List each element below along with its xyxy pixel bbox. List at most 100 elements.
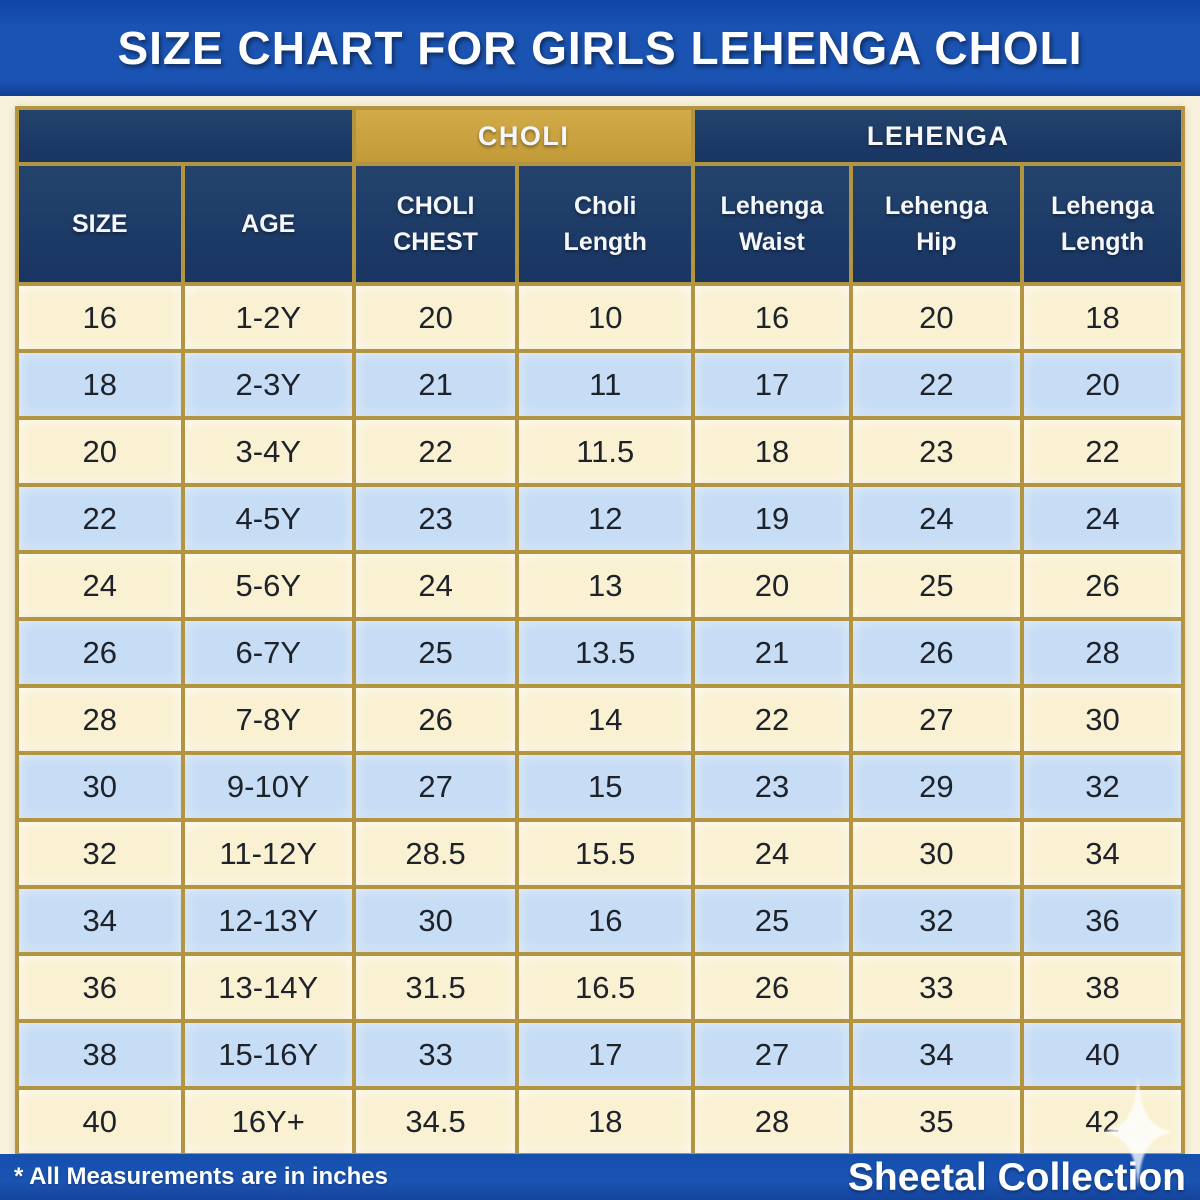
cell-size-row1: 16	[15, 282, 185, 353]
cell-choli-chest-row13: 34.5	[351, 1086, 520, 1157]
cell-lehenga-waist-row1: 16	[691, 282, 853, 353]
cell-choli-chest-row11: 31.5	[351, 952, 520, 1023]
cell-lehenga-waist-row3: 18	[691, 416, 853, 487]
table-row-size-22: 22 4-5Y 23 12 19 24 24	[15, 483, 1185, 554]
table-row-size-34: 34 12-13Y 30 16 25 32 36	[15, 885, 1185, 956]
size-chart-table: CHOLI LEHENGA SIZE AGE CHOLI CHEST Choli Len…	[15, 106, 1185, 1157]
cell-size-row8: 30	[15, 751, 185, 822]
cell-lehenga-length-row12: 40	[1020, 1019, 1185, 1090]
cell-choli-length-row8: 15	[515, 751, 696, 822]
cell-lehenga-length-row13: 42	[1020, 1086, 1185, 1157]
cell-choli-length-row1: 10	[515, 282, 696, 353]
cell-lehenga-length-row4: 24	[1020, 483, 1185, 554]
measurements-note: * All Measurements are in inches	[14, 1163, 388, 1190]
cell-lehenga-hip-row7: 27	[848, 684, 1025, 755]
cell-size-row11: 36	[15, 952, 185, 1023]
group-header-choli: CHOLI	[351, 106, 696, 166]
group-header-lehenga: LEHENGA	[691, 106, 1185, 166]
cell-lehenga-hip-row8: 29	[848, 751, 1025, 822]
brand-name: Sheetal Collection	[847, 1155, 1186, 1199]
cell-lehenga-waist-row10: 25	[691, 885, 853, 956]
cell-lehenga-waist-row12: 27	[691, 1019, 853, 1090]
cell-age-row10: 12-13Y	[180, 885, 356, 956]
cell-lehenga-hip-row3: 23	[848, 416, 1025, 487]
table-row-size-20: 20 3-4Y 22 11.5 18 23 22	[15, 416, 1185, 487]
column-header-choli-length: Choli Length	[515, 162, 696, 286]
cell-age-row2: 2-3Y	[180, 349, 356, 420]
cell-choli-length-row2: 11	[515, 349, 696, 420]
cell-age-row7: 7-8Y	[180, 684, 356, 755]
cell-size-row2: 18	[15, 349, 185, 420]
column-header-lehenga-waist: Lehenga Waist	[691, 162, 853, 286]
cell-choli-chest-row6: 25	[351, 617, 520, 688]
cell-choli-length-row9: 15.5	[515, 818, 696, 889]
table-row-size-28: 28 7-8Y 26 14 22 27 30	[15, 684, 1185, 755]
cell-lehenga-waist-row6: 21	[691, 617, 853, 688]
cell-lehenga-length-row10: 36	[1020, 885, 1185, 956]
cell-choli-length-row7: 14	[515, 684, 696, 755]
cell-choli-length-row4: 12	[515, 483, 696, 554]
cell-lehenga-length-row3: 22	[1020, 416, 1185, 487]
cell-lehenga-waist-row4: 19	[691, 483, 853, 554]
cell-lehenga-hip-row13: 35	[848, 1086, 1025, 1157]
cell-lehenga-waist-row11: 26	[691, 952, 853, 1023]
page-title: SIZE CHART FOR GIRLS LEHENGA CHOLI	[117, 22, 1083, 74]
cell-lehenga-waist-row7: 22	[691, 684, 853, 755]
cell-lehenga-length-row7: 30	[1020, 684, 1185, 755]
cell-lehenga-hip-row4: 24	[848, 483, 1025, 554]
cell-lehenga-waist-row9: 24	[691, 818, 853, 889]
cell-choli-chest-row4: 23	[351, 483, 520, 554]
cell-lehenga-hip-row2: 22	[848, 349, 1025, 420]
cell-lehenga-hip-row10: 32	[848, 885, 1025, 956]
cell-age-row11: 13-14Y	[180, 952, 356, 1023]
cell-lehenga-length-row9: 34	[1020, 818, 1185, 889]
column-header-row: SIZE AGE CHOLI CHEST Choli Length Lehenga Wa…	[15, 162, 1185, 286]
cell-lehenga-waist-row8: 23	[691, 751, 853, 822]
cell-choli-length-row12: 17	[515, 1019, 696, 1090]
cell-choli-length-row11: 16.5	[515, 952, 696, 1023]
column-header-lehenga-length: Lehenga Length	[1020, 162, 1185, 286]
table-row-size-38: 38 15-16Y 33 17 27 34 40	[15, 1019, 1185, 1090]
cell-choli-length-row5: 13	[515, 550, 696, 621]
cell-choli-chest-row1: 20	[351, 282, 520, 353]
column-header-lehenga-hip: Lehenga Hip	[848, 162, 1025, 286]
cell-size-row5: 24	[15, 550, 185, 621]
cell-age-row4: 4-5Y	[180, 483, 356, 554]
cell-choli-chest-row2: 21	[351, 349, 520, 420]
cell-choli-length-row6: 13.5	[515, 617, 696, 688]
cell-choli-chest-row3: 22	[351, 416, 520, 487]
cell-lehenga-hip-row5: 25	[848, 550, 1025, 621]
cell-size-row7: 28	[15, 684, 185, 755]
cell-size-row9: 32	[15, 818, 185, 889]
cell-age-row6: 6-7Y	[180, 617, 356, 688]
cell-size-row6: 26	[15, 617, 185, 688]
cell-size-row12: 38	[15, 1019, 185, 1090]
table-row-size-32: 32 11-12Y 28.5 15.5 24 30 34	[15, 818, 1185, 889]
cell-age-row5: 5-6Y	[180, 550, 356, 621]
cell-lehenga-length-row11: 38	[1020, 952, 1185, 1023]
cell-choli-length-row13: 18	[515, 1086, 696, 1157]
column-header-size: SIZE	[15, 162, 185, 286]
table-row-size-36: 36 13-14Y 31.5 16.5 26 33 38	[15, 952, 1185, 1023]
cell-choli-length-row10: 16	[515, 885, 696, 956]
table-row-size-40: 40 16Y+ 34.5 18 28 35 42	[15, 1086, 1185, 1157]
content-area: CHOLI LEHENGA SIZE AGE CHOLI CHEST Choli Len…	[0, 96, 1200, 1157]
cell-choli-chest-row5: 24	[351, 550, 520, 621]
cell-choli-chest-row8: 27	[351, 751, 520, 822]
table-row-size-16: 16 1-2Y 20 10 16 20 18	[15, 282, 1185, 353]
cell-choli-chest-row12: 33	[351, 1019, 520, 1090]
cell-lehenga-hip-row9: 30	[848, 818, 1025, 889]
cell-age-row8: 9-10Y	[180, 751, 356, 822]
cell-age-row12: 15-16Y	[180, 1019, 356, 1090]
column-header-age: AGE	[180, 162, 356, 286]
cell-size-row13: 40	[15, 1086, 185, 1157]
cell-age-row9: 11-12Y	[180, 818, 356, 889]
cell-lehenga-hip-row11: 33	[848, 952, 1025, 1023]
cell-lehenga-length-row5: 26	[1020, 550, 1185, 621]
table-row-size-18: 18 2-3Y 21 11 17 22 20	[15, 349, 1185, 420]
footer-bar: * All Measurements are in inches Sheetal…	[0, 1154, 1200, 1200]
cell-lehenga-waist-row13: 28	[691, 1086, 853, 1157]
group-header-blank	[15, 106, 356, 166]
cell-choli-chest-row9: 28.5	[351, 818, 520, 889]
cell-age-row13: 16Y+	[180, 1086, 356, 1157]
